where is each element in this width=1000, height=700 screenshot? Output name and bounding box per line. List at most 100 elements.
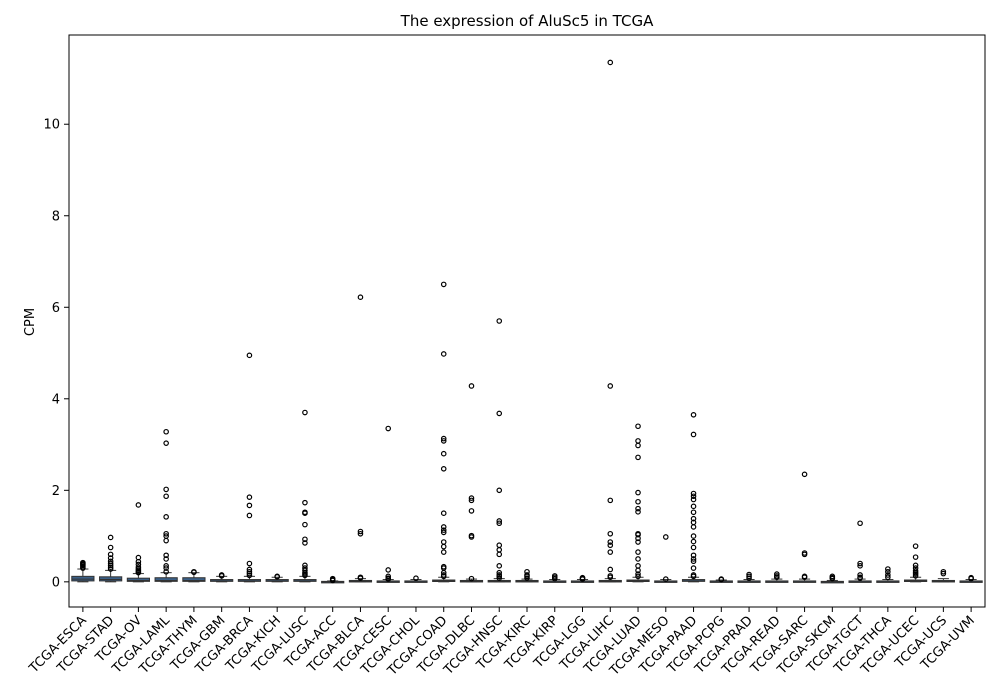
outlier-point (163, 563, 169, 569)
outlier-point (440, 524, 447, 530)
outlier-point (801, 471, 808, 478)
outlier-point (107, 551, 114, 558)
box (182, 577, 206, 582)
outlier-point (635, 530, 641, 537)
outlier-point (107, 544, 114, 551)
outlier-point (302, 509, 308, 516)
outlier-point (635, 539, 641, 545)
box (99, 576, 123, 582)
outlier-point (440, 438, 447, 444)
outlier-point (496, 542, 503, 549)
y-tick-label: 2 (52, 484, 60, 499)
outlier-point (496, 563, 503, 569)
outlier-point (801, 550, 808, 556)
outlier-point (635, 423, 641, 430)
outlier-point (440, 529, 447, 536)
outlier-point (635, 454, 641, 461)
outlier-point (607, 59, 614, 66)
outlier-point (690, 515, 697, 522)
outlier-point (746, 571, 752, 578)
outlier-point (635, 509, 641, 515)
outlier-point (607, 542, 614, 549)
outlier-point (690, 524, 697, 530)
outlier-point (302, 536, 308, 543)
outlier-point (163, 440, 169, 446)
outlier-point (635, 498, 641, 505)
outlier-point (912, 573, 919, 579)
outlier-point (246, 502, 253, 509)
outlier-point (385, 567, 392, 573)
outlier-point (607, 566, 614, 573)
outlier-point (940, 570, 947, 577)
outlier-point (107, 566, 114, 572)
outlier-point (440, 549, 447, 555)
outlier-point (302, 499, 308, 506)
outlier-point (524, 575, 530, 581)
outlier-point (690, 572, 697, 578)
outlier-point (607, 539, 614, 545)
outlier-point (690, 412, 697, 418)
outlier-point (80, 559, 86, 566)
outlier-point (135, 554, 142, 561)
outlier-point (524, 572, 530, 578)
outlier-point (912, 554, 919, 560)
outlier-point (163, 514, 169, 520)
outlier-point (357, 528, 364, 535)
outlier-point (885, 568, 891, 575)
outlier-point (357, 530, 364, 537)
y-tick-label: 8 (52, 209, 60, 224)
outlier-point (496, 551, 503, 558)
outlier-point (440, 563, 447, 570)
outlier-point (912, 568, 919, 574)
outlier-point (607, 573, 614, 579)
outlier-point (635, 505, 641, 512)
outlier-point (690, 556, 697, 562)
outlier-point (829, 573, 836, 580)
y-tick-label: 4 (52, 392, 60, 407)
outlier-point (857, 560, 863, 567)
outlier-point (496, 546, 503, 553)
outlier-point (135, 564, 142, 570)
outlier-point (246, 494, 253, 500)
outlier-point (135, 561, 142, 568)
outlier-point (274, 573, 280, 580)
outlier-point (440, 572, 447, 578)
outlier-point (357, 294, 364, 301)
outlier-point (163, 552, 169, 559)
outlier-point (302, 521, 308, 528)
outlier-point (885, 574, 891, 581)
outlier-point (857, 563, 863, 569)
outlier-point (413, 575, 419, 581)
outlier-point (690, 565, 697, 571)
outlier-point (440, 450, 447, 457)
outlier-point (690, 533, 697, 539)
outlier-point (607, 549, 614, 555)
outlier-point (163, 533, 169, 539)
y-tick-label: 6 (52, 301, 60, 316)
outlier-point (163, 556, 169, 562)
outlier-point (246, 352, 253, 359)
outlier-point (440, 351, 447, 357)
outlier-point (635, 563, 641, 569)
outlier-point (690, 544, 697, 551)
outlier-point (885, 566, 891, 572)
chart-title: The expression of AluSc5 in TCGA (400, 12, 654, 30)
outlier-point (163, 486, 169, 493)
outlier-point (302, 409, 308, 416)
outlier-point (857, 520, 863, 527)
outlier-point (496, 575, 503, 581)
outlier-point (607, 497, 614, 504)
outlier-point (302, 567, 308, 574)
outlier-point (801, 573, 808, 580)
y-tick-label: 10 (43, 118, 60, 133)
outlier-point (635, 442, 641, 449)
outlier-point (468, 497, 475, 504)
outlier-point (163, 537, 169, 544)
box (154, 577, 178, 582)
outlier-point (107, 564, 114, 570)
outlier-point (246, 572, 253, 579)
outlier-point (690, 552, 697, 559)
outlier-point (496, 569, 503, 576)
outlier-point (690, 493, 697, 500)
